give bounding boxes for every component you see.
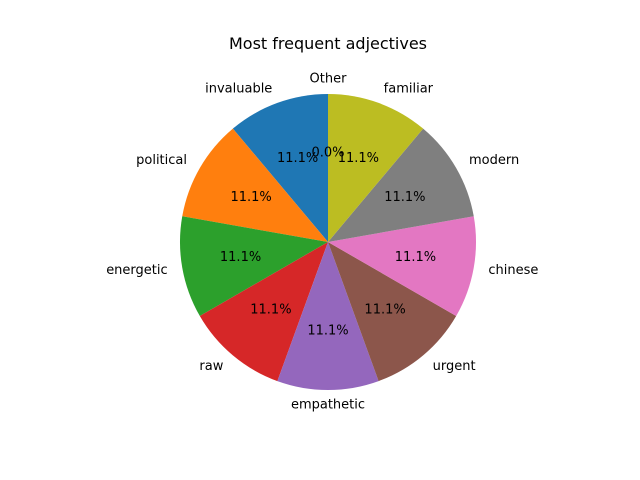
slice-percent-raw: 11.1%	[250, 303, 291, 318]
slice-percent-empathetic: 11.1%	[307, 323, 348, 338]
pie-slice-political	[182, 128, 328, 242]
pie-slice-energetic	[180, 216, 328, 316]
pie-slice-urgent	[328, 242, 457, 382]
slice-label-chinese: chinese	[488, 263, 538, 278]
slice-percent-invaluable: 11.1%	[277, 151, 318, 166]
pie-slice-empathetic	[277, 242, 379, 390]
slice-label-invaluable: invaluable	[205, 82, 272, 97]
slice-label-raw: raw	[199, 359, 223, 374]
slice-label-political: political	[136, 153, 187, 168]
slice-percent-energetic: 11.1%	[220, 250, 261, 265]
pie-labels: invaluable 11.1% political 11.1% energetic 11…	[106, 72, 538, 413]
chart-title: Most frequent adjectives	[229, 34, 427, 53]
slice-percent-political: 11.1%	[230, 190, 271, 205]
slice-percent-modern: 11.1%	[384, 190, 425, 205]
slice-percent-urgent: 11.1%	[364, 303, 405, 318]
slice-label-other: Other	[310, 72, 348, 87]
slice-label-empathetic: empathetic	[291, 397, 365, 412]
slice-label-modern: modern	[469, 153, 519, 168]
pie-slices	[180, 94, 476, 390]
pie-slice-familiar	[328, 94, 424, 242]
slice-percent-other: 0.0%	[311, 146, 344, 161]
slice-percent-familiar: 11.1%	[338, 151, 379, 166]
pie-slice-chinese	[328, 216, 476, 316]
pie-slice-modern	[328, 128, 474, 242]
slice-label-urgent: urgent	[433, 359, 476, 374]
slice-label-energetic: energetic	[106, 263, 167, 278]
slice-label-familiar: familiar	[384, 82, 434, 97]
pie-slice-raw	[199, 242, 328, 382]
pie-slice-invaluable	[232, 94, 328, 242]
slice-percent-chinese: 11.1%	[395, 250, 436, 265]
